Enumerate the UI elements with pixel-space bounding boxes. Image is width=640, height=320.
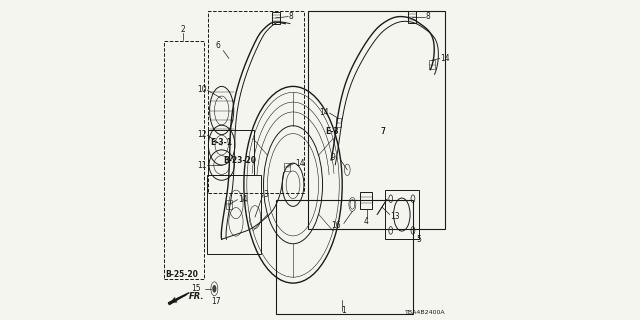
Text: 7: 7 xyxy=(380,127,385,136)
Ellipse shape xyxy=(212,285,216,292)
Text: 10: 10 xyxy=(197,85,207,94)
Text: 1: 1 xyxy=(340,306,346,315)
Text: E-3: E-3 xyxy=(324,127,339,136)
Bar xyxy=(207,175,261,254)
Bar xyxy=(209,131,254,175)
Text: 8: 8 xyxy=(289,12,294,21)
Text: 8: 8 xyxy=(426,12,430,21)
Text: 14: 14 xyxy=(295,159,305,168)
Bar xyxy=(335,118,341,127)
Text: TBA4B2400A: TBA4B2400A xyxy=(404,310,445,315)
Text: B-25-20: B-25-20 xyxy=(165,270,198,279)
Text: 2: 2 xyxy=(180,25,186,35)
Bar xyxy=(429,60,435,69)
Text: 5: 5 xyxy=(416,235,421,244)
Text: 11: 11 xyxy=(197,161,207,170)
Text: 13: 13 xyxy=(390,212,400,221)
Bar xyxy=(284,163,289,172)
Bar xyxy=(385,190,419,239)
Text: 4: 4 xyxy=(364,217,369,226)
Text: 12: 12 xyxy=(197,130,207,139)
Text: 7: 7 xyxy=(380,127,385,136)
Text: 14: 14 xyxy=(238,195,248,204)
Text: E-3-1: E-3-1 xyxy=(211,138,232,147)
Text: 15: 15 xyxy=(191,284,201,293)
Bar xyxy=(360,192,372,210)
Text: 16: 16 xyxy=(332,221,341,230)
Text: 9: 9 xyxy=(330,153,335,162)
Bar xyxy=(226,200,232,209)
Text: FR.: FR. xyxy=(189,292,205,301)
Text: 14: 14 xyxy=(319,108,329,117)
Text: 3: 3 xyxy=(264,190,268,199)
Text: 14: 14 xyxy=(440,54,450,63)
Text: 17: 17 xyxy=(211,297,221,306)
Text: B-23-20: B-23-20 xyxy=(223,156,256,164)
Text: 6: 6 xyxy=(215,41,220,50)
Polygon shape xyxy=(168,292,189,305)
